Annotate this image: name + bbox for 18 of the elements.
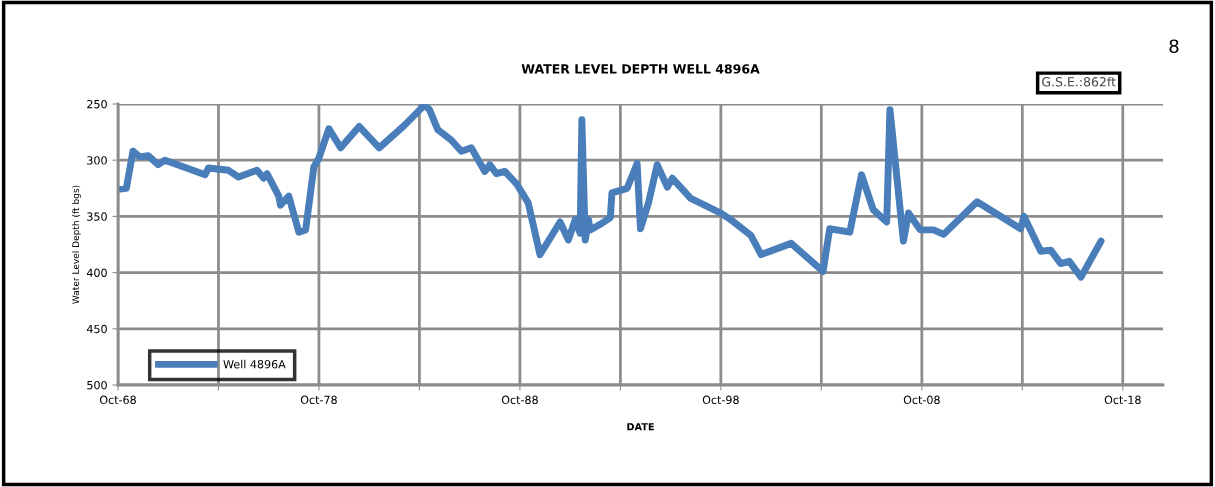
text: 8 [1169, 39, 1179, 54]
x-tick-label: Oct-18 [1104, 395, 1141, 405]
x-tick-label: Oct-88 [501, 395, 538, 405]
x-tick-label: Oct-68 [99, 395, 136, 405]
y-tick-label: 400 [86, 268, 107, 277]
x-axis-title: DATE [627, 423, 654, 431]
y-tick-label: 250 [87, 99, 107, 109]
y-axis-title: Water Level Depth (ft bgs) [72, 185, 81, 304]
x-tick-label: Oct-78 [300, 395, 337, 405]
y-tick-label: 300 [87, 156, 107, 165]
text: G.S.E.:862ft [1042, 76, 1116, 87]
x-tick-label: Oct-08 [903, 395, 940, 405]
y-tick-label: 500 [87, 380, 107, 390]
y-tick-label: 450 [86, 324, 107, 334]
chart-title: WATER LEVEL DEPTH WELL 4896A [521, 64, 760, 74]
text: Well 4896A [223, 359, 286, 369]
y-tick-label: 350 [87, 212, 107, 221]
x-tick-label: Oct-98 [702, 395, 739, 405]
